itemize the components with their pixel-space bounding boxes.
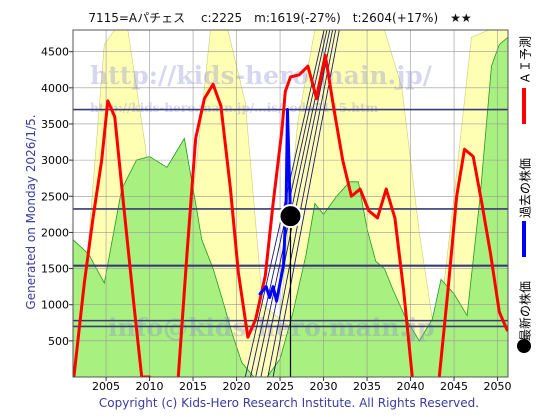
y-tick-label: 1000: [41, 299, 69, 312]
legend-latest-price-dot: [517, 339, 531, 353]
y-tick-label: 3000: [41, 154, 69, 167]
x-tick-label: 2030: [310, 380, 338, 393]
x-tick-label: 2045: [440, 380, 468, 393]
legend-ai-forecast-line: [522, 88, 526, 124]
y-tick-label: 500: [48, 335, 69, 348]
series-past-price: [258, 108, 292, 303]
x-tick-label: 2010: [136, 380, 164, 393]
y-tick-label: 2000: [41, 226, 69, 239]
x-tick-label: 2025: [266, 380, 294, 393]
legend-past-price-label: 過去の株価: [518, 157, 533, 219]
legend-past-price-line: [522, 221, 526, 257]
plot-frame: [72, 29, 509, 378]
legend-ai-forecast-label: ＡＩ予測: [518, 35, 533, 85]
x-tick-label: 2040: [397, 380, 425, 393]
current-price-dot: [278, 204, 303, 229]
y-tick-label: 3500: [41, 118, 69, 131]
y-tick-label: 1500: [41, 263, 69, 276]
band-green: [73, 36, 508, 377]
trend-line: [272, 30, 340, 377]
trend-line: [250, 30, 328, 377]
trend-line: [267, 30, 337, 377]
series-ai-forecast: [176, 53, 414, 377]
y-tick-label: 4500: [41, 46, 69, 59]
watermark-url-small: http://kids-hero.main.jp/...is/code7115.…: [90, 101, 379, 115]
generated-date-label: Generated on Monday 2026/1/5.: [24, 114, 38, 310]
y-tick-label: 2500: [41, 190, 69, 203]
x-tick-label: 2005: [92, 380, 120, 393]
legend-latest-price-label: 最新の株価: [518, 280, 533, 342]
x-tick-label: 2050: [484, 380, 512, 393]
y-tick-label: 4000: [41, 82, 69, 95]
series-ai-forecast: [73, 99, 152, 377]
chart-title: 7115=Aパチェス c:2225 m:1619(-27%) t:2604(+1…: [88, 11, 472, 25]
series-ai-forecast: [437, 147, 508, 377]
x-tick-label: 2035: [353, 380, 381, 393]
x-tick-label: 2020: [223, 380, 251, 393]
copyright-notice: Copyright (c) Kids-Hero Research Institu…: [98, 396, 480, 410]
watermark-url-large: http://kids-hero.main.jp/: [90, 61, 433, 90]
x-tick-label: 2015: [179, 380, 207, 393]
